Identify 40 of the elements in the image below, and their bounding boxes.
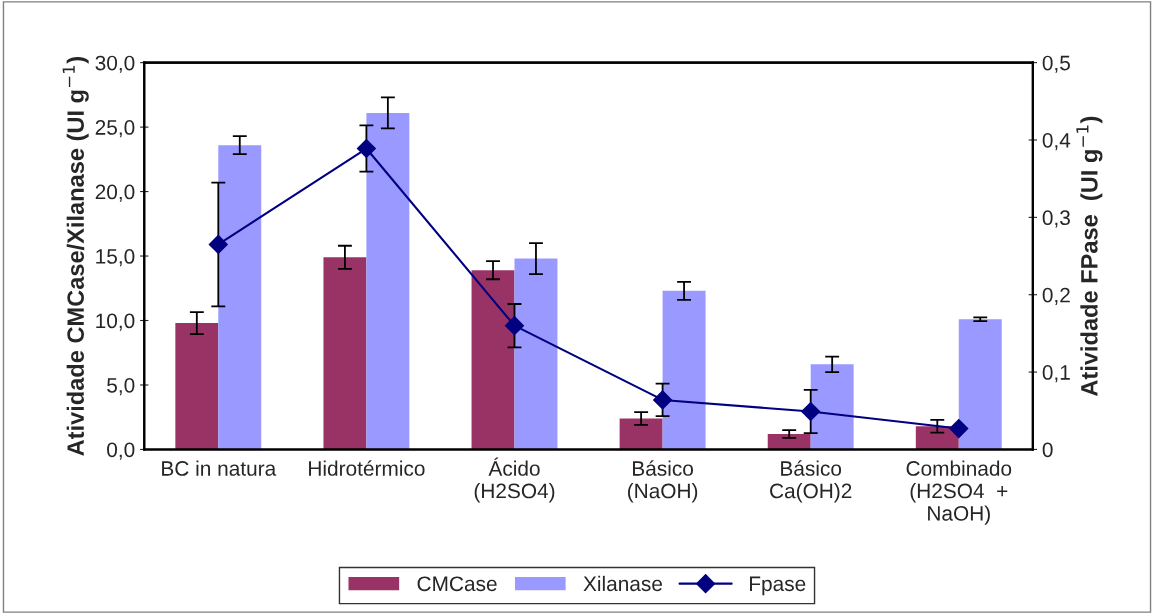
- point: [949, 419, 969, 439]
- bar: [175, 323, 219, 450]
- y-tick-label: 20,0: [95, 184, 135, 202]
- x-tick-label: Hidrotérmico: [309, 460, 425, 476]
- legend-label: Xilanase: [583, 575, 662, 592]
- y-tick-label: 30,0: [95, 55, 135, 73]
- point: [801, 402, 821, 422]
- x-tick-label: BC in natura: [162, 460, 277, 476]
- legend-label: CMCase: [417, 576, 497, 592]
- y2-tick-label: 0,1: [1042, 365, 1070, 383]
- bar: [662, 290, 706, 450]
- x-tick-label: Ácido (H2SO4): [474, 457, 555, 503]
- bar: [323, 257, 367, 450]
- y2-tick-label: 0,5: [1042, 55, 1070, 73]
- y-tick-label: 10,0: [96, 313, 135, 331]
- y-axis-title: Atividade CMCase/Xilanase (UI g$^{−1}$): [62, 57, 89, 456]
- y2-tick-label: 0,2: [1042, 287, 1070, 305]
- x-tick-label: Básico (NaOH): [628, 460, 698, 503]
- point: [504, 316, 525, 336]
- point: [653, 390, 673, 410]
- point: [208, 234, 228, 254]
- point: [356, 138, 376, 159]
- y-tick-label: 15,0: [96, 249, 135, 267]
- bar: [958, 319, 1002, 450]
- bar: [218, 145, 262, 450]
- x-tick-label: Básico Ca(OH)2: [770, 460, 852, 503]
- y-tick-label: 5,0: [107, 377, 135, 396]
- y-tick-label: 25,0: [95, 120, 135, 138]
- y2-tick-label: 0,4: [1042, 132, 1071, 151]
- legend-label: Fpase: [750, 576, 806, 596]
- bar: [366, 112, 410, 450]
- bar: [619, 418, 663, 450]
- x-tick-label: Combinado (H2SO4 + NaOH): [906, 460, 1012, 525]
- y2-axis-title: Atividade FPase (UI g$^{−1}$): [1076, 116, 1103, 397]
- bar: [471, 270, 515, 450]
- y2-tick-label: 0,3: [1042, 210, 1070, 228]
- bar: [514, 258, 558, 450]
- y-tick-label: 0,0: [107, 442, 135, 460]
- bar: [810, 364, 854, 450]
- y2-tick-label: 0: [1042, 442, 1053, 458]
